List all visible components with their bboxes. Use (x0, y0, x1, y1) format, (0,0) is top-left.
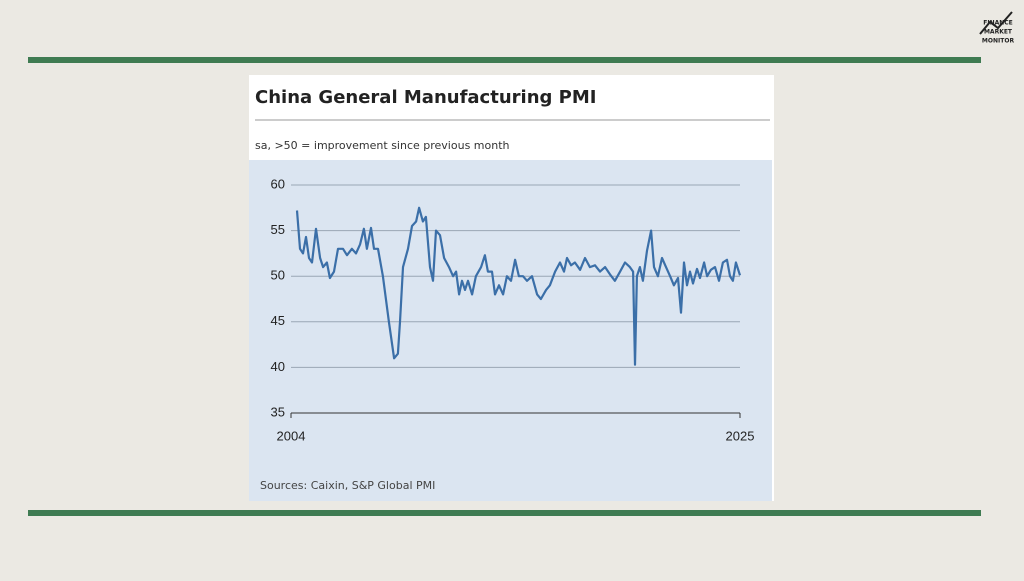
x-tick-label: 2004 (277, 428, 306, 443)
top-rule (28, 57, 981, 63)
y-tick-label: 40 (271, 359, 285, 374)
logo-text: MONITOR (982, 38, 1015, 45)
logo-text: MARKET (984, 29, 1013, 36)
bottom-rule (28, 510, 981, 516)
plot-background (249, 160, 772, 501)
plot: 35 40 45 50 55 60 2004 2025 (271, 176, 755, 443)
y-tick-label: 35 (271, 404, 285, 419)
y-tick-label: 60 (271, 176, 285, 191)
y-tick-label: 45 (271, 313, 285, 328)
chart-subtitle: sa, >50 = improvement since previous mon… (255, 139, 510, 152)
chart-source: Sources: Caixin, S&P Global PMI (260, 479, 435, 492)
logo-text: FINANCE (983, 20, 1013, 27)
pmi-line (295, 206, 742, 366)
y-tick-label: 55 (271, 222, 285, 237)
y-tick-label: 50 (271, 268, 285, 283)
x-tick-label: 2025 (726, 428, 755, 443)
chart-title: China General Manufacturing PMI (255, 87, 596, 108)
logo-arrow (979, 11, 1013, 35)
logo: FINANCE MARKET MONITOR (979, 11, 1015, 45)
